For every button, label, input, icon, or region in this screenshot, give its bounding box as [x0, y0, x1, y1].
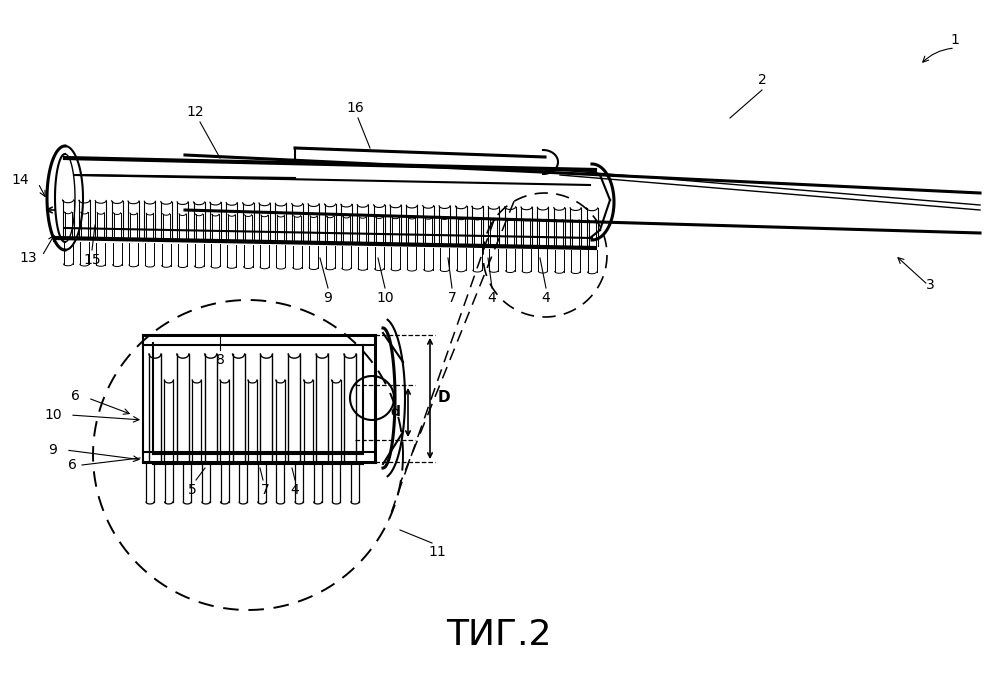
Text: 4: 4: [541, 291, 550, 305]
Text: 5: 5: [188, 483, 197, 497]
Text: d: d: [391, 405, 400, 419]
Text: 14: 14: [11, 173, 29, 187]
Text: 6: 6: [71, 389, 80, 403]
Text: D: D: [438, 391, 451, 406]
Text: 1: 1: [951, 33, 959, 47]
Text: 11: 11: [429, 545, 446, 559]
Text: ΤИГ.2: ΤИГ.2: [447, 618, 551, 652]
Text: 13: 13: [19, 251, 37, 265]
Text: 7: 7: [448, 291, 457, 305]
Text: 9: 9: [324, 291, 333, 305]
Text: 16: 16: [346, 101, 364, 115]
Text: 8: 8: [216, 353, 225, 367]
Text: 10: 10: [44, 408, 62, 422]
Text: 9: 9: [49, 443, 57, 457]
Text: 3: 3: [926, 278, 934, 292]
Text: 7: 7: [261, 483, 270, 497]
Text: 15: 15: [83, 253, 101, 267]
Text: 10: 10: [377, 291, 394, 305]
Text: 4: 4: [291, 483, 300, 497]
Text: 4: 4: [488, 291, 497, 305]
Text: 6: 6: [68, 458, 77, 472]
Text: 12: 12: [186, 105, 204, 119]
Text: 2: 2: [757, 73, 766, 87]
